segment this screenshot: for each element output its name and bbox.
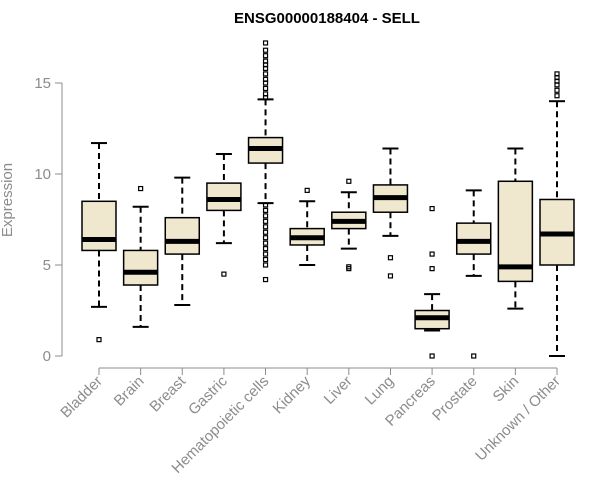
outlier-point bbox=[262, 58, 269, 64]
outlier-point bbox=[471, 353, 477, 359]
x-tick-label: Kidney bbox=[270, 372, 315, 417]
box-iqr bbox=[81, 200, 117, 252]
box-liver bbox=[331, 178, 367, 272]
box-lung bbox=[372, 147, 409, 279]
outlier-point bbox=[554, 87, 560, 93]
outlier-point bbox=[262, 40, 269, 46]
x-tick-label: Lung bbox=[362, 373, 398, 409]
boxes-group bbox=[81, 40, 575, 359]
outlier-point bbox=[262, 235, 269, 241]
box-breast bbox=[164, 176, 201, 307]
y-tick-label: 5 bbox=[43, 257, 51, 274]
outlier-point bbox=[138, 185, 144, 192]
box-skin bbox=[497, 147, 534, 310]
outlier-point bbox=[262, 47, 269, 53]
box-kidney bbox=[289, 187, 325, 266]
outlier-point bbox=[262, 202, 269, 208]
outlier-point bbox=[429, 353, 435, 359]
outlier-point bbox=[262, 246, 269, 252]
box-unknown-other bbox=[539, 71, 575, 357]
outlier-point bbox=[429, 205, 435, 212]
box-iqr bbox=[206, 182, 242, 212]
outlier-point bbox=[262, 218, 269, 224]
y-tick-label: 0 bbox=[43, 348, 51, 365]
outlier-point bbox=[262, 224, 269, 230]
box-hematopoietic-cells bbox=[247, 40, 284, 283]
outlier-point bbox=[262, 240, 269, 246]
x-tick-label: Bladder bbox=[57, 373, 106, 422]
outlier-point bbox=[346, 178, 352, 184]
outlier-point bbox=[262, 91, 269, 97]
y-axis-label: Expression bbox=[0, 163, 16, 237]
outlier-point bbox=[262, 76, 269, 82]
outlier-point bbox=[221, 271, 227, 277]
box-iqr bbox=[122, 249, 159, 286]
x-tick-label: Skin bbox=[490, 373, 523, 406]
outlier-point bbox=[262, 207, 269, 213]
box-brain bbox=[122, 185, 159, 328]
outlier-point bbox=[96, 337, 102, 343]
outlier-point bbox=[346, 264, 352, 270]
box-prostate bbox=[455, 189, 492, 359]
x-tick-label: Prostate bbox=[429, 373, 481, 425]
y-tick-label: 10 bbox=[34, 166, 51, 183]
x-tick-label: Brain bbox=[111, 373, 148, 410]
outlier-point bbox=[262, 85, 269, 92]
outlier-point bbox=[262, 262, 269, 268]
box-iqr bbox=[455, 222, 492, 255]
x-tick-label: Breast bbox=[146, 372, 189, 415]
outlier-point bbox=[387, 273, 394, 279]
outlier-point bbox=[304, 187, 310, 193]
outlier-point bbox=[262, 71, 269, 77]
outlier-point bbox=[262, 229, 269, 235]
outlier-point bbox=[429, 266, 435, 272]
x-tick-label: Liver bbox=[321, 373, 356, 408]
y-tick-label: 15 bbox=[34, 75, 51, 92]
outlier-point bbox=[387, 255, 394, 261]
box-bladder bbox=[81, 142, 117, 343]
box-gastric bbox=[206, 152, 242, 277]
box-iqr bbox=[164, 216, 201, 255]
outlier-point bbox=[554, 93, 560, 99]
outlier-point bbox=[262, 256, 269, 263]
outlier-point bbox=[554, 71, 560, 77]
y-axis: 0 5 10 15 bbox=[34, 75, 63, 365]
outlier-point bbox=[262, 53, 269, 59]
outlier-point bbox=[429, 251, 435, 257]
outlier-point bbox=[262, 276, 269, 283]
outlier-point bbox=[262, 251, 269, 257]
chart-title: ENSG00000188404 - SELL bbox=[234, 10, 420, 27]
outlier-point bbox=[262, 213, 269, 219]
box-pancreas bbox=[414, 205, 450, 359]
